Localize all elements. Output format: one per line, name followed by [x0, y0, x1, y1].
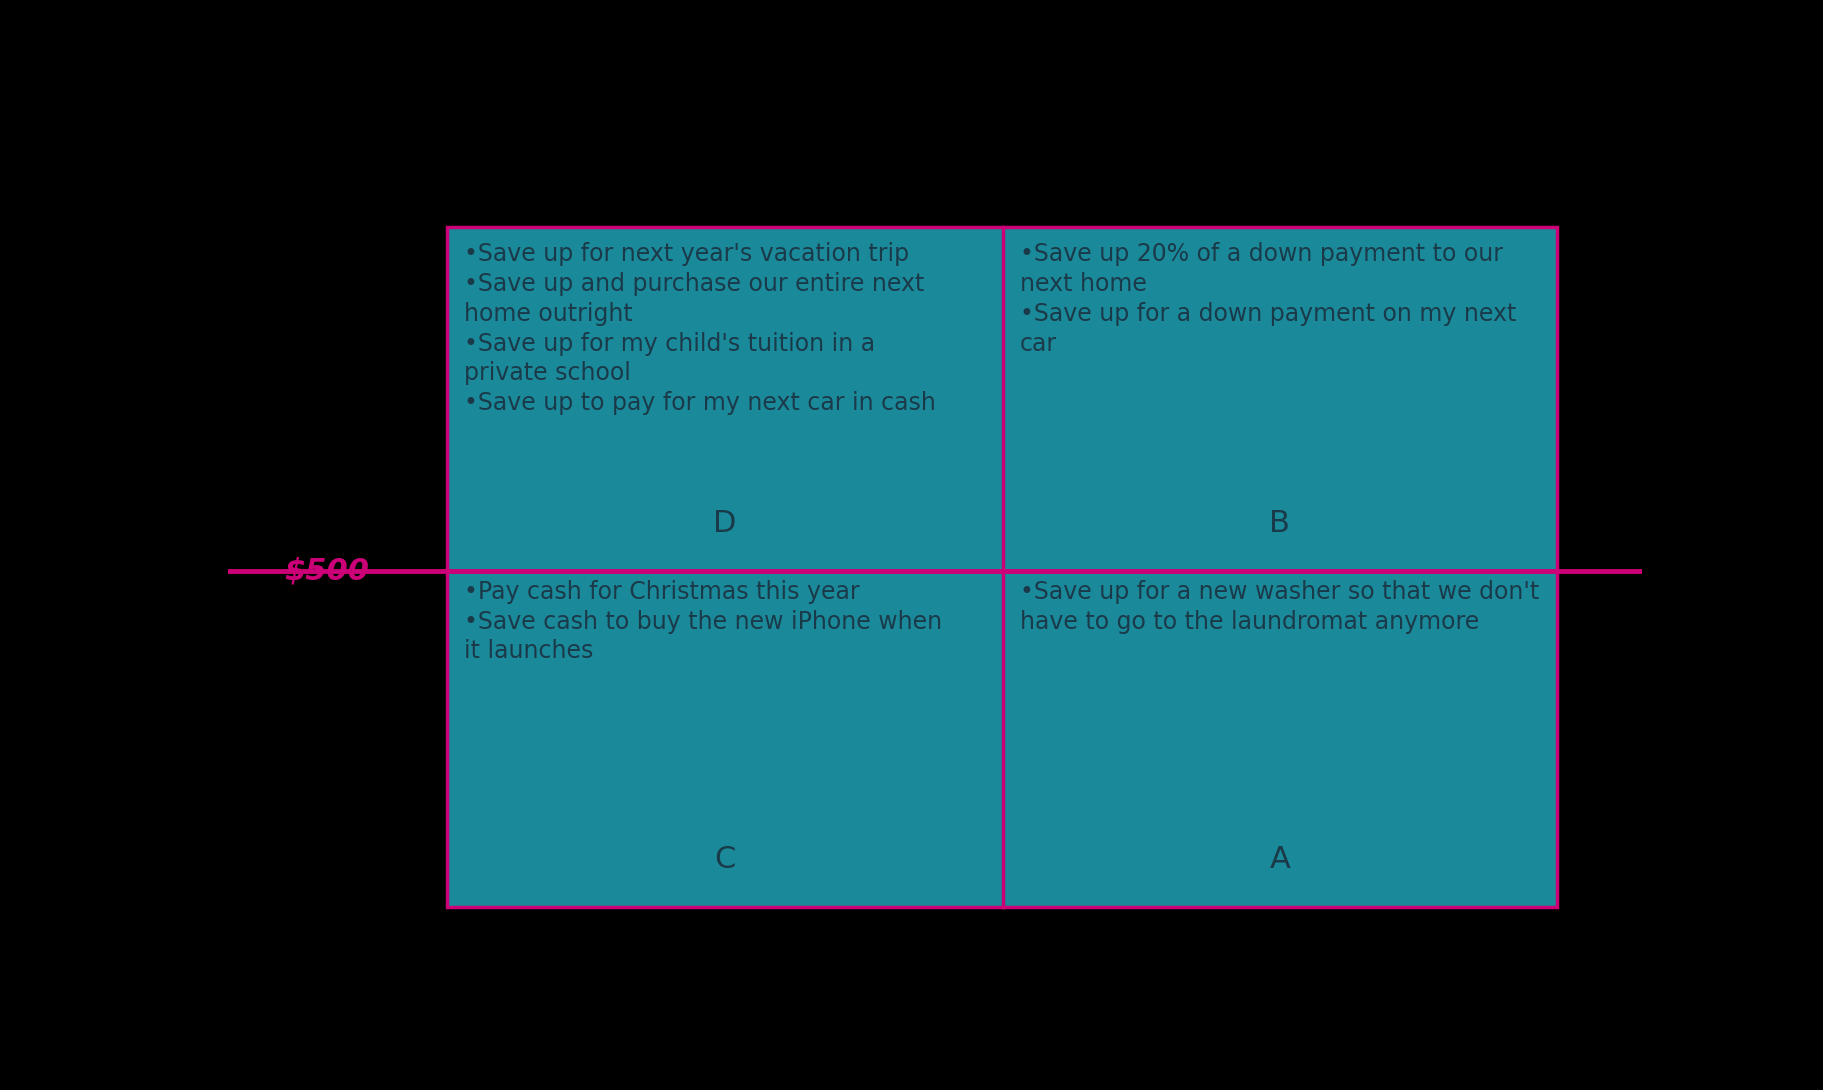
- Text: B: B: [1269, 509, 1289, 537]
- Text: •Save up for next year's vacation trip
•Save up and purchase our entire next
hom: •Save up for next year's vacation trip •…: [463, 242, 935, 415]
- Bar: [447, 571, 1003, 907]
- Text: C: C: [715, 845, 735, 873]
- Bar: [1003, 228, 1555, 571]
- Text: D: D: [713, 509, 736, 537]
- Bar: [447, 228, 1003, 571]
- Bar: [447, 228, 1555, 907]
- Text: A: A: [1269, 845, 1289, 873]
- Bar: [1003, 571, 1555, 907]
- Text: •Pay cash for Christmas this year
•Save cash to buy the new iPhone when
it launc: •Pay cash for Christmas this year •Save …: [463, 580, 942, 663]
- Text: $500: $500: [284, 557, 370, 586]
- Text: •Save up for a new washer so that we don't
have to go to the laundromat anymore: •Save up for a new washer so that we don…: [1019, 580, 1539, 633]
- Text: •Save up 20% of a down payment to our
next home
•Save up for a down payment on m: •Save up 20% of a down payment to our ne…: [1019, 242, 1515, 355]
